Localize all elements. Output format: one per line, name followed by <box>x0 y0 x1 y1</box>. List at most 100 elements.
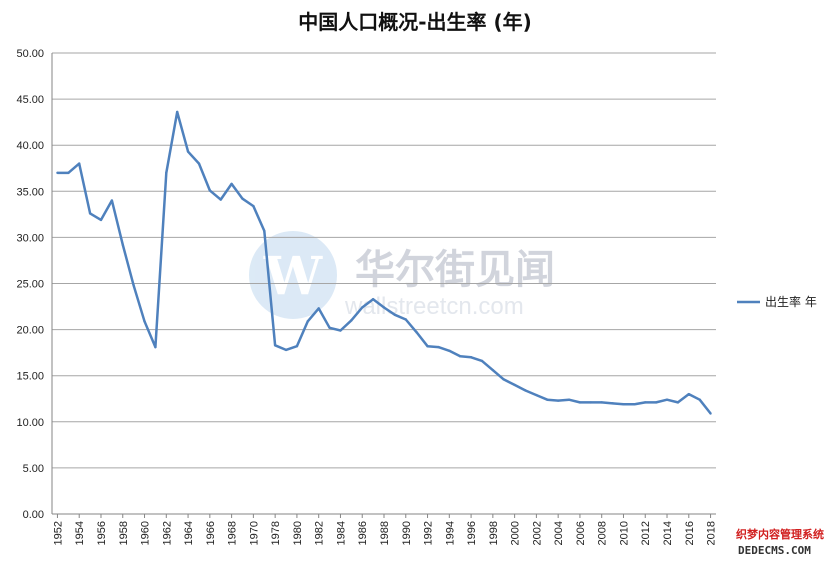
x-tick-label: 1964 <box>183 521 195 545</box>
data-point <box>687 392 690 396</box>
y-tick-label: 15.00 <box>16 371 44 383</box>
x-tick-label: 2004 <box>553 521 565 545</box>
data-point <box>524 389 527 392</box>
data-point <box>426 344 429 348</box>
corner-watermark-en: DEDECMS.COM <box>738 544 811 557</box>
x-tick-label: 2006 <box>575 521 587 545</box>
x-tick-label: 1996 <box>466 521 478 545</box>
data-point <box>350 319 353 322</box>
x-tick-label: 1960 <box>140 521 152 545</box>
data-point <box>371 297 375 301</box>
data-point <box>644 401 647 404</box>
y-tick-label: 40.00 <box>16 140 44 152</box>
data-point <box>665 398 669 401</box>
data-point <box>556 399 560 402</box>
x-tick-label: 1968 <box>227 521 239 545</box>
x-tick-label: 1966 <box>205 521 217 545</box>
y-tick-label: 0.00 <box>23 509 44 521</box>
x-tick-label: 2008 <box>597 521 609 545</box>
x-tick-label: 1984 <box>335 521 347 545</box>
data-point <box>578 401 582 404</box>
x-tick-label: 1986 <box>357 521 369 545</box>
data-point <box>654 401 658 404</box>
data-point <box>622 403 625 406</box>
data-point <box>361 306 364 309</box>
watermark: W 华尔街见闻 wallstreetcn.com <box>249 231 555 320</box>
data-point <box>437 345 440 349</box>
data-point <box>513 383 516 387</box>
data-point <box>165 171 168 175</box>
data-point <box>88 212 92 215</box>
data-point <box>491 368 495 372</box>
x-tick-label: 1956 <box>96 521 108 545</box>
data-point <box>404 318 407 321</box>
watermark-logo-letter: W <box>263 246 324 307</box>
chart-title: 中国人口概况-出生率 (年) <box>298 10 532 34</box>
x-tick-label: 2018 <box>706 521 718 545</box>
data-point <box>295 344 299 348</box>
data-point <box>611 402 614 405</box>
data-point <box>241 197 244 200</box>
legend: 出生率 年 <box>737 294 817 309</box>
data-point <box>175 110 179 114</box>
data-point <box>230 182 233 186</box>
data-point <box>567 398 571 401</box>
data-point <box>78 162 81 165</box>
data-point <box>197 162 201 165</box>
data-point <box>317 307 320 310</box>
x-tick-label: 2000 <box>510 521 522 545</box>
data-point <box>306 320 310 323</box>
y-tick-label: 50.00 <box>16 48 44 60</box>
x-tick-label: 2016 <box>684 521 696 545</box>
data-point <box>99 218 103 222</box>
data-point <box>535 393 538 397</box>
data-point <box>252 204 255 208</box>
x-tick-label: 1998 <box>488 521 500 545</box>
data-point <box>143 320 146 323</box>
data-point <box>698 398 701 401</box>
data-point <box>110 199 114 202</box>
y-tick-label: 10.00 <box>16 417 44 429</box>
grid-lines <box>52 52 716 469</box>
corner-watermark: 织梦内容管理系统 DEDECMS.COM <box>736 527 824 557</box>
x-tick-label: 1994 <box>444 521 456 545</box>
data-point <box>600 401 603 404</box>
x-tick-label: 2002 <box>531 521 543 545</box>
x-axis-ticks: 1952 1954 1956 1958 1960 1962 1964 1966 1968 1970… <box>52 514 718 545</box>
legend-label: 出生率 年 <box>765 294 817 309</box>
data-point <box>393 313 397 317</box>
data-point <box>219 198 222 201</box>
data-point <box>263 229 266 233</box>
watermark-text-en: wallstreetcn.com <box>344 293 524 320</box>
data-point <box>382 306 386 309</box>
data-point <box>208 189 212 192</box>
y-tick-label: 5.00 <box>23 463 44 475</box>
data-point <box>458 355 462 358</box>
data-point <box>676 401 680 404</box>
data-point <box>121 243 124 246</box>
x-tick-label: 1980 <box>292 521 304 545</box>
y-tick-label: 25.00 <box>16 279 44 291</box>
x-tick-label: 1982 <box>314 521 326 545</box>
x-tick-label: 1992 <box>423 521 435 545</box>
corner-watermark-cn: 织梦内容管理系统 <box>736 527 824 541</box>
x-tick-label: 1988 <box>379 521 391 545</box>
y-tick-label: 45.00 <box>16 94 44 106</box>
x-tick-label: 1958 <box>118 521 130 545</box>
data-point <box>480 359 484 363</box>
y-tick-label: 30.00 <box>16 232 44 244</box>
data-point <box>67 171 70 175</box>
data-point <box>284 348 288 352</box>
x-tick-label: 2012 <box>640 521 652 545</box>
x-tick-label: 1990 <box>401 521 413 545</box>
x-tick-label: 1978 <box>270 521 282 545</box>
data-point <box>448 349 451 353</box>
data-point <box>502 378 505 381</box>
x-tick-label: 1952 <box>52 521 64 545</box>
data-point <box>709 412 712 415</box>
data-point <box>633 403 636 406</box>
x-tick-label: 1954 <box>74 521 86 545</box>
x-tick-label: 1970 <box>248 521 260 545</box>
data-point <box>589 401 593 404</box>
